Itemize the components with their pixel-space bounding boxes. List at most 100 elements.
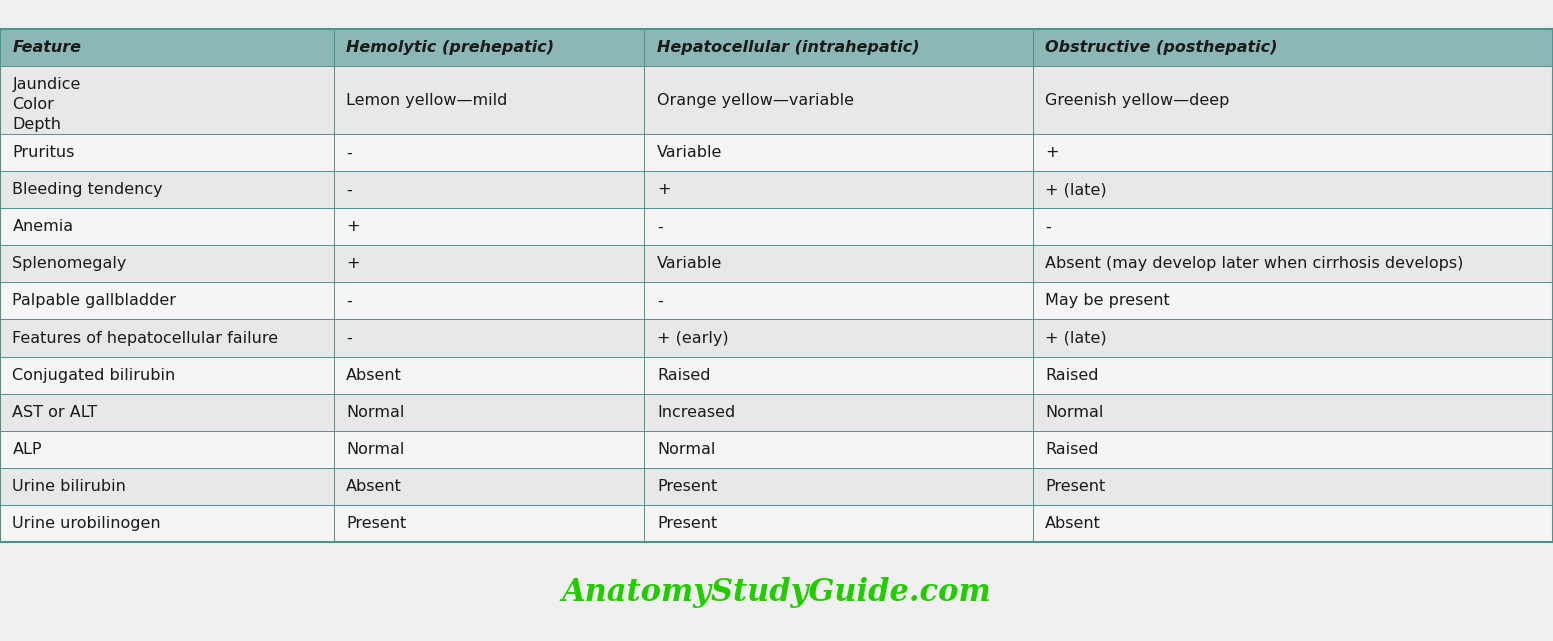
Bar (1033, 246, 1553, 283)
Text: +: + (1045, 146, 1059, 160)
Bar (644, 319, 1033, 356)
Text: -: - (1045, 219, 1051, 235)
Text: + (late): + (late) (1045, 183, 1107, 197)
Text: Obstructive (posthepatic): Obstructive (posthepatic) (1045, 40, 1278, 55)
Text: -: - (346, 183, 353, 197)
Text: Urine bilirubin: Urine bilirubin (12, 479, 126, 494)
Text: Urine urobilinogen: Urine urobilinogen (12, 515, 162, 531)
Text: ALP: ALP (12, 442, 42, 456)
Text: Orange yellow—variable: Orange yellow—variable (657, 92, 854, 108)
Bar (0, 246, 334, 283)
Bar (644, 467, 1033, 504)
Text: Raised: Raised (1045, 442, 1098, 456)
Text: Absent: Absent (346, 479, 402, 494)
Bar (334, 356, 644, 394)
Bar (644, 431, 1033, 467)
Text: May be present: May be present (1045, 294, 1169, 308)
Text: Jaundice
Color
Depth: Jaundice Color Depth (12, 78, 81, 132)
Bar (1033, 66, 1553, 135)
Bar (644, 356, 1033, 394)
Bar (644, 66, 1033, 135)
Bar (1033, 283, 1553, 319)
Text: Hepatocellular (intrahepatic): Hepatocellular (intrahepatic) (657, 40, 919, 55)
Text: Absent: Absent (1045, 515, 1101, 531)
Bar (1033, 504, 1553, 542)
Text: Absent (may develop later when cirrhosis develops): Absent (may develop later when cirrhosis… (1045, 256, 1463, 271)
Bar (1033, 356, 1553, 394)
Text: -: - (657, 294, 663, 308)
Bar (1033, 135, 1553, 171)
Bar (1033, 319, 1553, 356)
Text: +: + (657, 183, 671, 197)
Bar (334, 29, 644, 66)
Bar (644, 171, 1033, 208)
Text: +: + (346, 219, 360, 235)
Bar (1033, 208, 1553, 246)
Bar (334, 66, 644, 135)
Text: Palpable gallbladder: Palpable gallbladder (12, 294, 177, 308)
Text: -: - (346, 331, 353, 345)
Bar (0, 467, 334, 504)
Bar (0, 319, 334, 356)
Bar (334, 283, 644, 319)
Text: + (late): + (late) (1045, 331, 1107, 345)
Bar (644, 29, 1033, 66)
Bar (0, 135, 334, 171)
Bar (644, 283, 1033, 319)
Text: Raised: Raised (657, 367, 710, 383)
Bar (1033, 171, 1553, 208)
Bar (1033, 29, 1553, 66)
Bar (0, 208, 334, 246)
Text: -: - (346, 146, 353, 160)
Bar (1033, 431, 1553, 467)
Text: Feature: Feature (12, 40, 81, 55)
Text: Raised: Raised (1045, 367, 1098, 383)
Bar (644, 246, 1033, 283)
Text: Absent: Absent (346, 367, 402, 383)
Bar (1033, 467, 1553, 504)
Text: Anemia: Anemia (12, 219, 73, 235)
Bar (1033, 394, 1553, 431)
Text: Present: Present (657, 515, 717, 531)
Text: AnatomyStudyGuide.com: AnatomyStudyGuide.com (562, 578, 991, 608)
Bar (334, 394, 644, 431)
Text: Bleeding tendency: Bleeding tendency (12, 183, 163, 197)
Bar (334, 246, 644, 283)
Bar (0, 283, 334, 319)
Text: AST or ALT: AST or ALT (12, 404, 98, 420)
Bar (0, 66, 334, 135)
Text: Hemolytic (prehepatic): Hemolytic (prehepatic) (346, 40, 554, 55)
Text: +: + (346, 256, 360, 271)
Text: Present: Present (1045, 479, 1106, 494)
Bar (334, 467, 644, 504)
Bar (334, 431, 644, 467)
Bar (334, 504, 644, 542)
Bar (0, 171, 334, 208)
Text: Variable: Variable (657, 146, 722, 160)
Bar (644, 135, 1033, 171)
Text: Present: Present (346, 515, 407, 531)
Bar (0, 394, 334, 431)
Text: Pruritus: Pruritus (12, 146, 75, 160)
Text: Lemon yellow—mild: Lemon yellow—mild (346, 92, 508, 108)
Text: Variable: Variable (657, 256, 722, 271)
Text: + (early): + (early) (657, 331, 728, 345)
Text: Normal: Normal (346, 442, 405, 456)
Bar (0, 356, 334, 394)
Text: Normal: Normal (1045, 404, 1104, 420)
Bar (0, 504, 334, 542)
Text: -: - (657, 219, 663, 235)
Text: -: - (346, 294, 353, 308)
Text: Increased: Increased (657, 404, 735, 420)
Text: Conjugated bilirubin: Conjugated bilirubin (12, 367, 175, 383)
Bar (334, 208, 644, 246)
Text: Normal: Normal (657, 442, 716, 456)
Text: Present: Present (657, 479, 717, 494)
Bar (0, 29, 334, 66)
Text: Greenish yellow—deep: Greenish yellow—deep (1045, 92, 1230, 108)
Bar (644, 504, 1033, 542)
Bar (0, 431, 334, 467)
Text: Normal: Normal (346, 404, 405, 420)
Bar (334, 171, 644, 208)
Bar (644, 394, 1033, 431)
